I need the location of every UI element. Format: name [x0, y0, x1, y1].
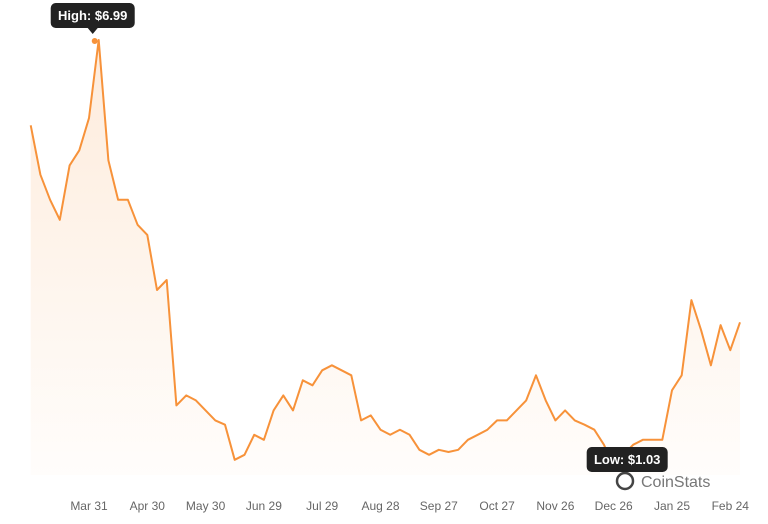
x-tick-label: Nov 26 [536, 499, 574, 513]
area [30, 40, 740, 475]
high-badge [50, 3, 135, 28]
x-tick-label: Sep 27 [420, 499, 458, 513]
x-tick-label: Dec 26 [595, 499, 633, 513]
high-pointer [87, 28, 98, 34]
x-tick-label: Feb 24 [712, 499, 750, 513]
x-tick-label: Jan 25 [654, 499, 690, 513]
x-tick-label: Aug 28 [361, 499, 399, 513]
high-label: High: $6.99 [58, 8, 127, 23]
watermark: CoinStats [641, 474, 710, 491]
x-tick-label: Jun 29 [246, 499, 282, 513]
low-badge [586, 447, 668, 472]
x-tick-label: Jul 29 [306, 499, 338, 513]
x-tick-label: May 30 [186, 499, 226, 513]
low-label: Low: $1.03 [594, 452, 660, 467]
x-tick-label: Apr 30 [130, 499, 166, 513]
x-tick-label: Mar 31 [70, 499, 108, 513]
logo [615, 471, 635, 491]
high-marker [91, 38, 98, 44]
x-tick-label: Oct 27 [479, 499, 515, 513]
